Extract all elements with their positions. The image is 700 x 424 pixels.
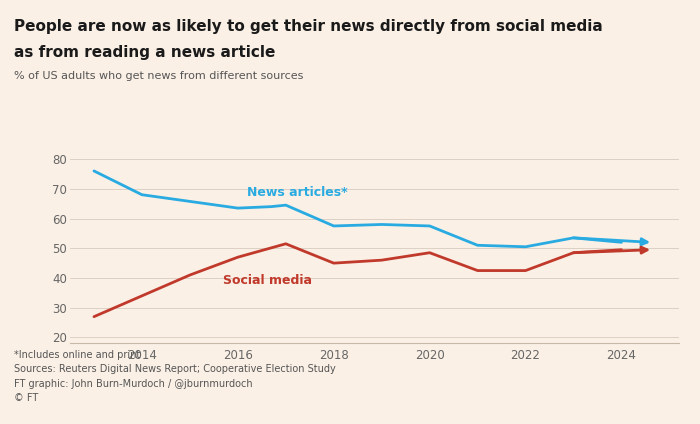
Text: *Includes online and print
Sources: Reuters Digital News Report; Cooperative Ele: *Includes online and print Sources: Reut… (14, 350, 336, 403)
Text: Social media: Social media (223, 274, 312, 287)
Text: People are now as likely to get their news directly from social media: People are now as likely to get their ne… (14, 19, 603, 34)
Text: News articles*: News articles* (247, 186, 348, 199)
Text: as from reading a news article: as from reading a news article (14, 45, 275, 59)
Text: % of US adults who get news from different sources: % of US adults who get news from differe… (14, 71, 303, 81)
